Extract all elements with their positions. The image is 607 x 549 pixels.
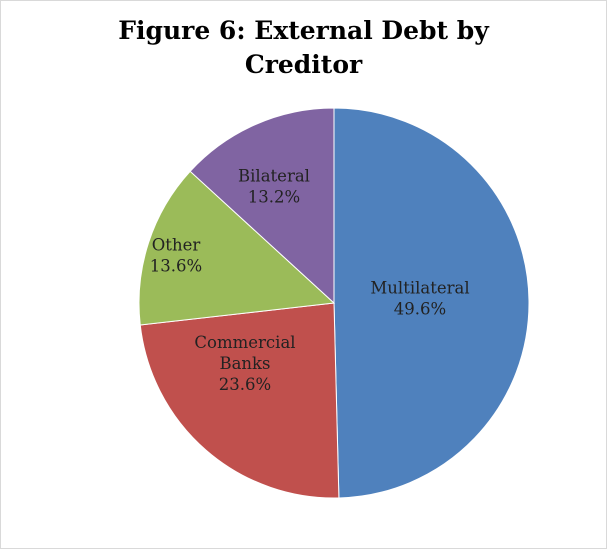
pie-slice-other	[138, 170, 336, 326]
slice-label-multilateral: Multilateral 49.6%	[370, 279, 469, 319]
pie-slice-multilateral	[333, 107, 530, 499]
slice-value-label: 23.6%	[219, 375, 271, 394]
chart-title-line-2: Creditor	[244, 50, 363, 79]
slice-category-label: Other	[152, 236, 201, 255]
slice-value-label: 13.2%	[248, 188, 300, 207]
slice-value-label: 49.6%	[394, 300, 446, 319]
slice-label-commercial-banks: Commercial Banks 23.6%	[194, 333, 295, 394]
pie-slice-commercial-banks	[139, 302, 340, 499]
slice-category-label: Bilateral	[238, 167, 310, 186]
slice-category-label: Commercial	[194, 333, 295, 352]
pie-slice-bilateral	[189, 107, 335, 305]
chart-title-line-1: Figure 6: External Debt by	[118, 16, 489, 45]
chart-title: Figure 6: External Debt by Creditor	[0, 14, 607, 82]
slice-value-label: 13.6%	[150, 257, 202, 276]
slice-label-other: Other 13.6%	[150, 236, 202, 276]
slice-category-label: Multilateral	[370, 279, 469, 298]
slice-label-bilateral: Bilateral 13.2%	[238, 167, 310, 207]
slice-category-label: Banks	[219, 354, 270, 373]
